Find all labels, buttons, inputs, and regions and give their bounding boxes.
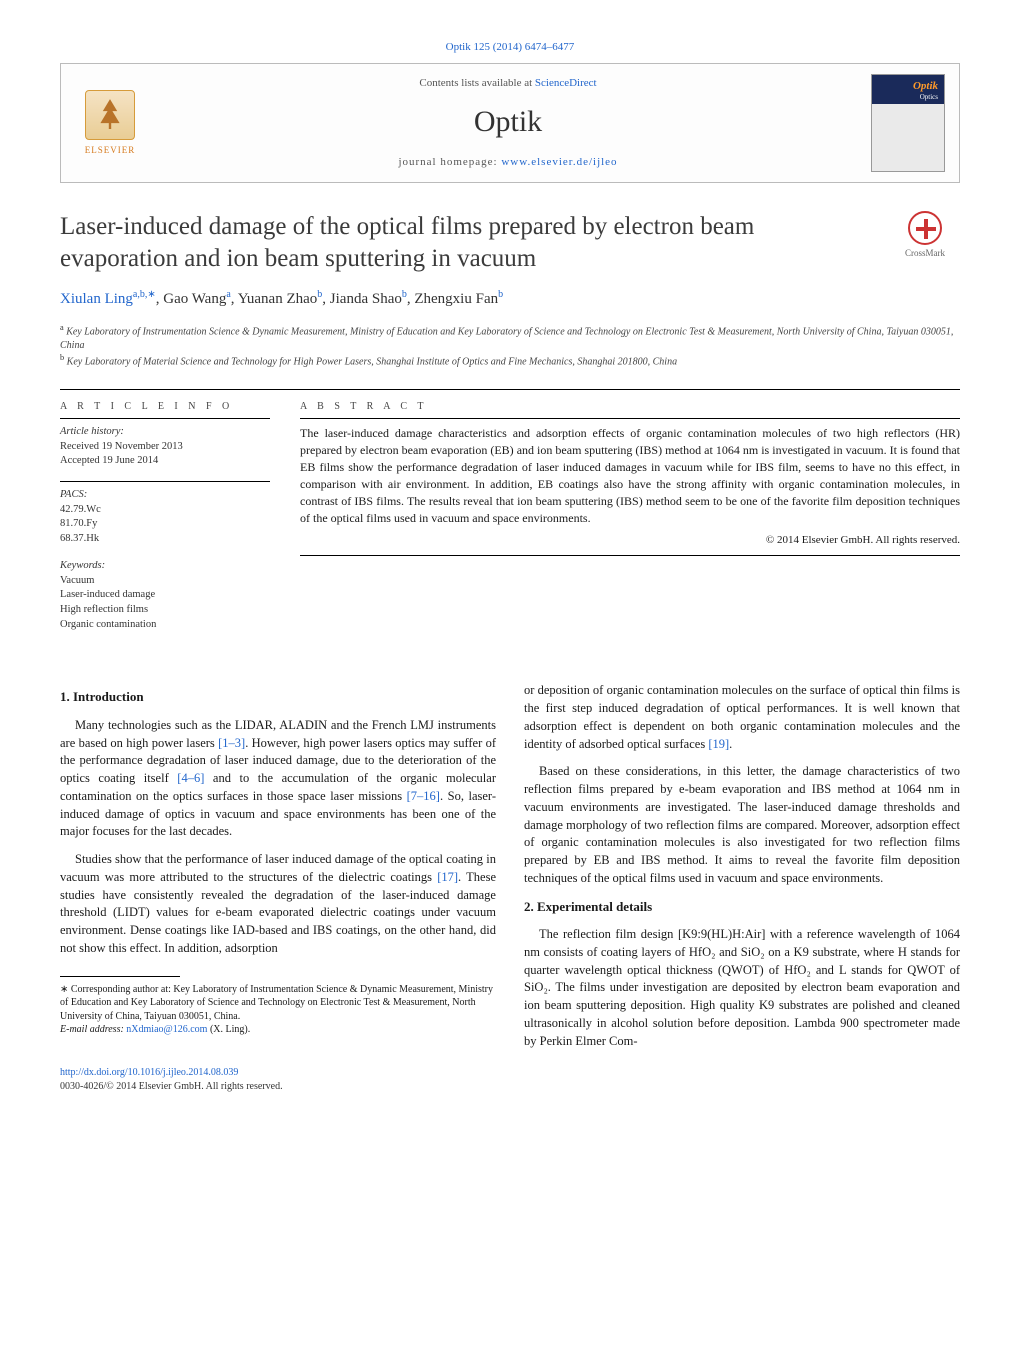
affiliation-b: b Key Laboratory of Material Science and…: [60, 352, 960, 369]
footnotes: ∗ Corresponding author at: Key Laborator…: [60, 983, 496, 1037]
author-3: , Yuanan Zhao: [231, 291, 318, 307]
abstract-rule: [300, 418, 960, 419]
intro-p2-a: Studies show that the performance of las…: [60, 852, 496, 884]
affiliation-a: a Key Laboratory of Instrumentation Scie…: [60, 322, 960, 352]
intro-p2: Studies show that the performance of las…: [60, 851, 496, 958]
author-1[interactable]: Xiulan Ling: [60, 291, 133, 307]
affil-a-text: Key Laboratory of Instrumentation Scienc…: [60, 326, 953, 351]
kw-2: High reflection films: [60, 603, 270, 618]
ref-4-6[interactable]: [4–6]: [177, 771, 204, 785]
abstract-rule-bottom: [300, 555, 960, 556]
issn-line: 0030-4026/© 2014 Elsevier GmbH. All righ…: [60, 1080, 960, 1094]
corr-text: Corresponding author at: Key Laboratory …: [60, 984, 493, 1022]
crossmark-badge[interactable]: CrossMark: [890, 211, 960, 260]
article-info-label: a r t i c l e i n f o: [60, 400, 270, 414]
info-rule-2: [60, 481, 270, 482]
journal-center: Contents lists available at ScienceDirec…: [145, 76, 871, 171]
ref-17[interactable]: [17]: [437, 870, 458, 884]
top-citation: Optik 125 (2014) 6474–6477: [60, 40, 960, 55]
exp-heading: 2. Experimental details: [524, 898, 960, 916]
pacs-block: PACS: 42.79.Wc 81.70.Fy 68.37.Hk: [60, 488, 270, 547]
page-root: Optik 125 (2014) 6474–6477 ELSEVIER Cont…: [0, 0, 1020, 1134]
kw-1: Laser-induced damage: [60, 588, 270, 603]
body-columns: 1. Introduction Many technologies such a…: [60, 682, 960, 1050]
homepage-link[interactable]: www.elsevier.de/ijleo: [501, 156, 617, 168]
top-citation-link[interactable]: Optik 125 (2014) 6474–6477: [446, 41, 575, 53]
rule-top: [60, 389, 960, 390]
affiliations: a Key Laboratory of Instrumentation Scie…: [60, 322, 960, 369]
journal-name: Optik: [145, 101, 871, 143]
pacs-heading: PACS:: [60, 488, 270, 503]
info-abstract-row: a r t i c l e i n f o Article history: R…: [60, 400, 960, 644]
email-suffix: (X. Ling).: [207, 1024, 250, 1035]
author-5: , Zhengxiu Fan: [407, 291, 498, 307]
affil-b-text: Key Laboratory of Material Science and T…: [64, 357, 677, 368]
pacs-1: 81.70.Fy: [60, 517, 270, 532]
article-title: Laser-induced damage of the optical film…: [60, 211, 876, 274]
crossmark-icon: [908, 211, 942, 245]
abstract-text: The laser-induced damage characteristics…: [300, 425, 960, 527]
kw-0: Vacuum: [60, 574, 270, 589]
email-label: E-mail address:: [60, 1024, 126, 1035]
footnote-block: ∗ Corresponding author at: Key Laborator…: [60, 976, 496, 1037]
keywords-heading: Keywords:: [60, 559, 270, 574]
ref-7-16[interactable]: [7–16]: [407, 789, 440, 803]
author-5-sup: b: [498, 289, 503, 300]
intro-heading: 1. Introduction: [60, 688, 496, 706]
contents-prefix: Contents lists available at: [419, 77, 534, 89]
col2-p1: or deposition of organic contamination m…: [524, 682, 960, 753]
keywords-block: Keywords: Vacuum Laser-induced damage Hi…: [60, 559, 270, 632]
elsevier-logo: ELSEVIER: [75, 83, 145, 163]
journal-cover-thumb: Optik Optics: [871, 74, 945, 172]
email-link[interactable]: nXdmiao@126.com: [126, 1024, 207, 1035]
crossmark-label: CrossMark: [905, 247, 945, 260]
col2-p1-a: or deposition of organic contamination m…: [524, 683, 960, 750]
intro-p1: Many technologies such as the LIDAR, ALA…: [60, 717, 496, 841]
col2-p2: Based on these considerations, in this l…: [524, 763, 960, 887]
history-received: Received 19 November 2013: [60, 440, 270, 455]
author-4: , Jianda Shao: [322, 291, 402, 307]
title-row: Laser-induced damage of the optical film…: [60, 211, 960, 274]
abstract-copyright: © 2014 Elsevier GmbH. All rights reserve…: [300, 533, 960, 548]
history-block: Article history: Received 19 November 20…: [60, 425, 270, 469]
pacs-2: 68.37.Hk: [60, 532, 270, 547]
journal-header: ELSEVIER Contents lists available at Sci…: [60, 63, 960, 183]
ref-1-3[interactable]: [1–3]: [218, 736, 245, 750]
bottom-bar: http://dx.doi.org/10.1016/j.ijleo.2014.0…: [60, 1066, 960, 1094]
author-2: , Gao Wang: [156, 291, 227, 307]
email-note: E-mail address: nXdmiao@126.com (X. Ling…: [60, 1023, 496, 1037]
doi-link[interactable]: http://dx.doi.org/10.1016/j.ijleo.2014.0…: [60, 1067, 238, 1078]
contents-line: Contents lists available at ScienceDirec…: [145, 76, 871, 91]
abstract-col: a b s t r a c t The laser-induced damage…: [300, 400, 960, 644]
corresponding-note: ∗ Corresponding author at: Key Laborator…: [60, 983, 496, 1024]
journal-homepage-line: journal homepage: www.elsevier.de/ijleo: [145, 155, 871, 170]
elsevier-tree-icon: [85, 90, 135, 140]
homepage-prefix: journal homepage:: [398, 156, 501, 168]
pacs-0: 42.79.Wc: [60, 503, 270, 518]
article-info-col: a r t i c l e i n f o Article history: R…: [60, 400, 270, 644]
author-1-sup: a,b,∗: [133, 289, 156, 300]
footnote-separator: [60, 976, 180, 977]
history-accepted: Accepted 19 June 2014: [60, 454, 270, 469]
authors-line: Xiulan Linga,b,∗, Gao Wanga, Yuanan Zhao…: [60, 288, 960, 310]
history-heading: Article history:: [60, 425, 270, 440]
abstract-label: a b s t r a c t: [300, 400, 960, 414]
elsevier-label: ELSEVIER: [85, 144, 136, 157]
col2-p1-b: .: [729, 737, 732, 751]
info-rule-1: [60, 418, 270, 419]
ref-19[interactable]: [19]: [708, 737, 729, 751]
kw-3: Organic contamination: [60, 618, 270, 633]
sciencedirect-link[interactable]: ScienceDirect: [535, 77, 597, 89]
exp-p1: The reflection film design [K9:9(HL)H:Ai…: [524, 926, 960, 1050]
cover-sub: Optics: [920, 93, 938, 103]
